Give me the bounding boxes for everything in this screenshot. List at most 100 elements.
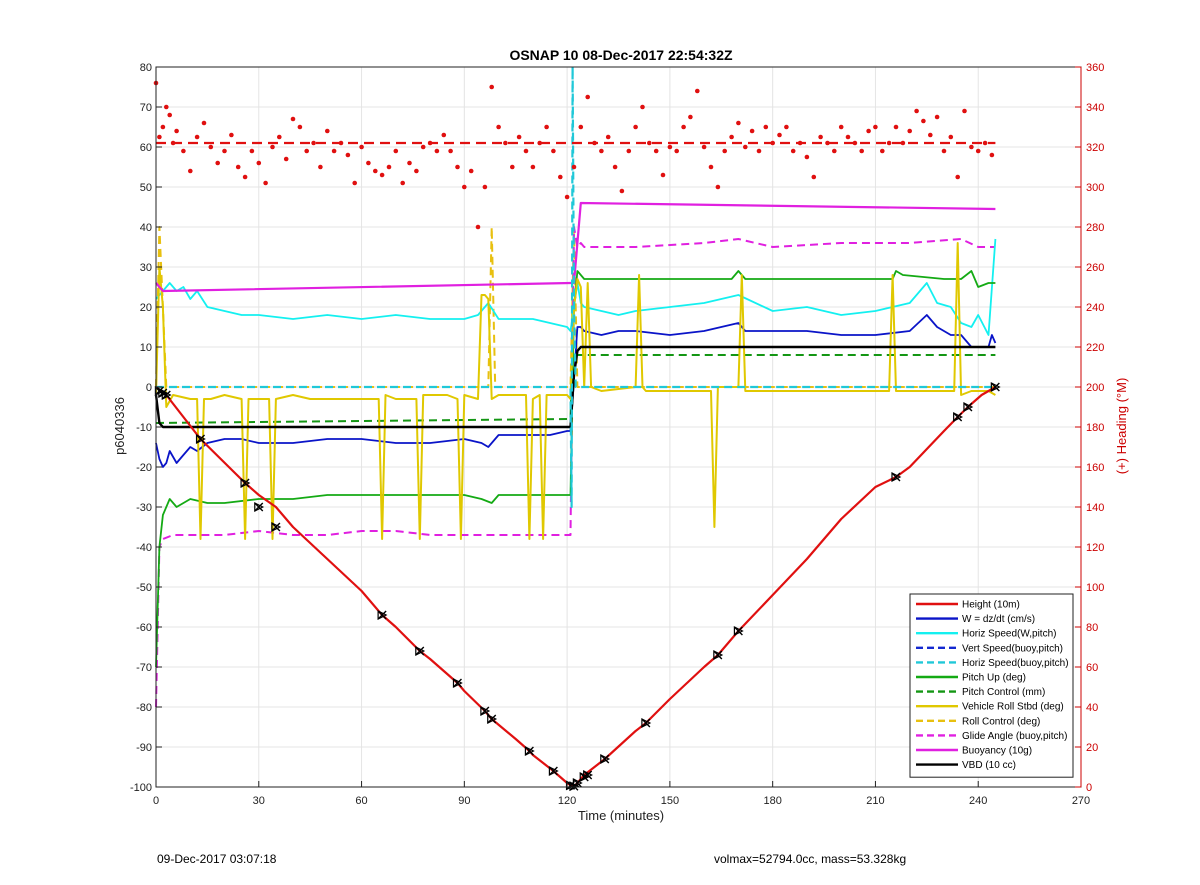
heading-point [338,140,344,146]
y-right-tick-label: 60 [1086,662,1098,674]
y-tick-label: -40 [136,542,152,554]
heading-point [715,184,721,190]
legend-label: Glide Angle (buoy,pitch) [962,731,1067,742]
waypoint-marker [733,626,744,636]
heading-point [325,128,330,134]
waypoint-marker [548,766,559,776]
heading-point [763,124,769,130]
x-tick-label: 30 [253,795,265,807]
heading-point [955,174,960,180]
heading-point [318,164,323,170]
y-right-tick-label: 140 [1086,502,1104,514]
heading-point [653,148,659,154]
waypoint-marker [487,714,498,724]
heading-point [235,164,241,170]
waypoint-marker [480,706,491,716]
heading-point [290,116,296,122]
heading-point [893,124,899,130]
legend-label: Pitch Up (deg) [962,673,1026,684]
y-right-tick-label: 240 [1086,302,1104,314]
heading-point [886,140,892,146]
heading-point [427,140,433,146]
heading-point [414,168,419,174]
heading-point [407,160,412,166]
heading-point [420,144,426,150]
y-right-tick-label: 160 [1086,462,1104,474]
heading-point [633,124,638,130]
heading-point [729,134,734,140]
heading-point [605,134,611,140]
y-tick-label: -10 [136,422,152,434]
heading-point [277,134,282,140]
heading-point [160,124,166,130]
heading-point [859,148,864,154]
heading-point [982,140,988,146]
legend-label: Horiz Speed(W,pitch) [962,629,1056,640]
heading-point [352,180,358,186]
heading-point [503,140,508,146]
heading-point [818,134,823,140]
y-right-tick-label: 220 [1086,342,1104,354]
heading-point [969,144,974,150]
legend-label: Horiz Speed(buoy,pitch) [962,658,1069,669]
heading-point [263,180,268,186]
waypoint-marker [713,650,724,660]
heading-point [249,148,255,154]
heading-point [164,104,169,110]
footer-volmax-mass: volmax=52794.0cc, mass=53.328kg [714,852,907,866]
x-tick-label: 0 [153,795,159,807]
heading-point [784,124,789,130]
heading-point [749,128,755,134]
heading-point [640,104,645,110]
y-right-tick-label: 180 [1086,422,1104,434]
heading-point [626,148,632,154]
y-tick-label: -70 [136,662,152,674]
y-tick-label: -30 [136,502,152,514]
heading-point [544,124,549,130]
heading-point [708,164,714,170]
y-tick-label: -20 [136,462,152,474]
heading-point [866,128,871,134]
y-tick-label: -50 [136,582,152,594]
heading-point [564,194,570,200]
legend-label: VBD (10 cc) [962,760,1016,771]
footer-timestamp: 09-Dec-2017 03:07:18 [157,852,277,866]
heading-point [797,140,803,146]
axes: 0 30 60 90 120 150 180 210 240 270-100-90-80-70-6… [130,62,1104,807]
legend-box [909,593,1074,778]
heading-point [482,184,488,190]
heading-point [777,132,782,138]
heading-point [434,148,440,154]
x-tick-label: 180 [763,795,781,807]
waypoint-marker [452,678,463,688]
legend: Height (10m) W = dz/dt (cm/s) Horiz Speed(… [909,593,1074,778]
heading-point [695,88,700,94]
chart-title: OSNAP 10 08-Dec-2017 22:54:32Z [509,47,733,63]
heading-point [674,148,679,154]
heading-point [297,124,303,130]
heading-point [468,168,474,174]
heading-point [448,148,453,154]
heading-point [900,140,906,146]
heading-point [934,114,940,120]
heading-point [832,148,837,154]
heading-point [359,144,364,150]
heading-point [270,144,275,150]
y-right-tick-label: 260 [1086,262,1104,274]
legend-label: Buoyancy (10g) [962,746,1032,757]
x-tick-label: 210 [866,795,884,807]
waypoint-marker [240,478,251,488]
heading-point [756,148,762,154]
heading-point [907,128,912,134]
heading-point [571,164,577,170]
legend-label: Vert Speed(buoy,pitch) [962,643,1063,654]
heading-point [222,148,227,154]
y-axis-label: p6040336 [112,397,127,455]
y-right-tick-label: 40 [1086,702,1098,714]
series-line-horiz-speed-buoy [156,65,996,509]
heading-point [400,180,406,186]
heading-point [167,112,172,118]
waypoint-marker [254,502,265,512]
y-right-tick-label: 20 [1086,742,1098,754]
heading-point [838,124,844,130]
